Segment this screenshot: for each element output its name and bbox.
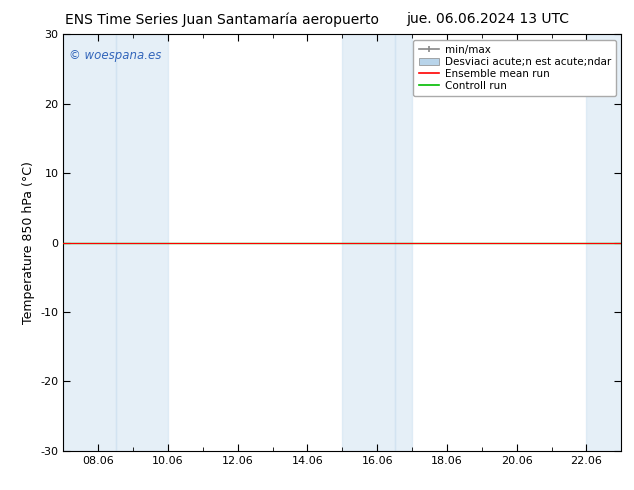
Text: © woespana.es: © woespana.es <box>69 49 162 62</box>
Y-axis label: Temperature 850 hPa (°C): Temperature 850 hPa (°C) <box>22 161 35 324</box>
Text: ENS Time Series Juan Santamaría aeropuerto: ENS Time Series Juan Santamaría aeropuer… <box>65 12 379 27</box>
Text: jue. 06.06.2024 13 UTC: jue. 06.06.2024 13 UTC <box>406 12 570 26</box>
Bar <box>342 34 394 451</box>
Bar <box>116 34 168 451</box>
Bar <box>63 34 115 451</box>
Bar <box>586 34 621 451</box>
Legend: min/max, Desviaci acute;n est acute;ndar, Ensemble mean run, Controll run: min/max, Desviaci acute;n est acute;ndar… <box>413 40 616 96</box>
Bar <box>394 34 412 451</box>
Title: ENS Time Series Juan Santamaría aeropuerto     jue. 06.06.2024 13 UTC: ENS Time Series Juan Santamaría aeropuer… <box>0 489 1 490</box>
